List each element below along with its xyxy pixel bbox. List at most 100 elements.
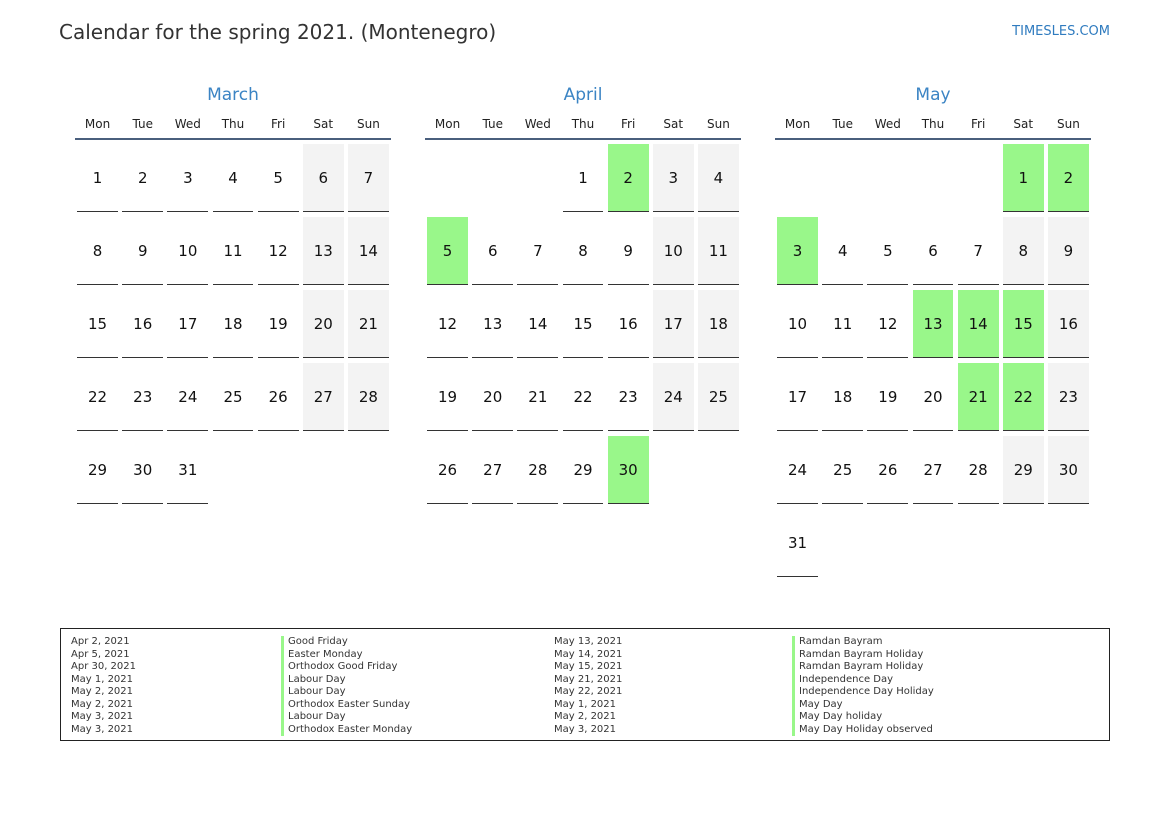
day-cell: 28: [348, 363, 389, 431]
day-cell: 5: [257, 144, 299, 212]
site-link[interactable]: TIMESLES.COM: [1012, 24, 1110, 39]
week-row: 8 9 10 11 12 13 14: [75, 217, 391, 290]
empty-cell: [822, 144, 863, 212]
day-cell: 29: [77, 436, 118, 504]
legend-date: Apr 2, 2021: [71, 636, 130, 647]
day-cell: 3: [167, 144, 209, 212]
day-cell: 18: [822, 363, 864, 431]
day-cell: 1: [562, 144, 604, 212]
empty-cell: [427, 144, 468, 212]
day-cell: 7: [957, 217, 999, 285]
day-cell: 17: [652, 290, 694, 358]
month-grid: 1 2 3 4 5 6 7 8 9 10 11 12 13 14 15 16 17 18 19 20 21 22 23 24 2…: [775, 144, 1091, 582]
day-cell: 30: [1048, 436, 1089, 504]
legend-date: Apr 30, 2021: [71, 661, 137, 672]
day-cell: 20: [302, 290, 344, 358]
legend-holiday-name: Ramdan Bayram: [792, 636, 934, 649]
day-cell: 8: [562, 217, 604, 285]
weekday-label: Tue: [132, 117, 153, 131]
day-cell: 7: [348, 144, 389, 212]
empty-cell: [653, 436, 694, 504]
legend-date: May 1, 2021: [554, 698, 617, 710]
month-calendar-march: March Mon Tue Wed Thu Fri Sat Sun 1 2 3 4 5 6 7 8 9 10 1…: [75, 84, 391, 509]
day-cell: 25: [822, 436, 864, 504]
legend-holiday-name: Independence Day: [792, 673, 934, 686]
legend-dates-right: May 13, 2021 May 14, 2021 May 15, 2021 May …: [554, 636, 622, 736]
holiday-day-cell: 21: [957, 363, 999, 431]
week-row: 17 18 19 20 21 22 23: [775, 363, 1091, 436]
legend-date: May 3, 2021: [554, 723, 617, 735]
empty-cell: [1003, 509, 1044, 577]
holiday-day-cell: 15: [1002, 290, 1044, 358]
legend-date: May 2, 2021: [71, 686, 134, 697]
day-cell: 19: [427, 363, 468, 431]
week-row: 5 6 7 8 9 10 11: [425, 217, 741, 290]
weekday-label: Thu: [571, 117, 595, 131]
week-row: 24 25 26 27 28 29 30: [775, 436, 1091, 509]
empty-cell: [777, 144, 818, 212]
legend-date: May 2, 2021: [554, 711, 617, 722]
holiday-day-cell: 30: [607, 436, 649, 504]
day-cell: 9: [607, 217, 649, 285]
day-cell: 24: [167, 363, 209, 431]
empty-cell: [913, 144, 954, 212]
week-row: 12 13 14 15 16 17 18: [425, 290, 741, 363]
day-cell: 9: [1048, 217, 1089, 285]
week-row: 10 11 12 13 14 15 16: [775, 290, 1091, 363]
day-cell: 19: [867, 363, 909, 431]
holiday-day-cell: 22: [1002, 363, 1044, 431]
day-cell: 13: [472, 290, 514, 358]
holiday-day-cell: 13: [912, 290, 954, 358]
day-cell: 12: [257, 217, 299, 285]
day-cell: 6: [302, 144, 344, 212]
day-cell: 30: [122, 436, 164, 504]
legend-holiday-name: Orthodox Easter Sunday: [281, 698, 412, 711]
day-cell: 11: [822, 290, 864, 358]
empty-cell: [698, 436, 739, 504]
month-calendar-april: April Mon Tue Wed Thu Fri Sat Sun 1 2 3 4 5 6 7 8 9 10 1…: [425, 84, 741, 509]
holiday-legend: Apr 2, 2021 Apr 5, 2021 Apr 30, 2021 May 1,…: [60, 628, 1110, 741]
weekday-label: Sun: [357, 117, 380, 131]
empty-cell: [867, 144, 908, 212]
day-cell: 28: [957, 436, 999, 504]
empty-cell: [213, 436, 254, 504]
legend-holiday-name: May Day Holiday observed: [792, 723, 934, 736]
empty-cell: [472, 144, 513, 212]
weekday-label: Fri: [970, 117, 986, 131]
weekday-label: Tue: [482, 117, 503, 131]
legend-holiday-name: Good Friday: [281, 636, 412, 649]
legend-date: May 15, 2021: [554, 661, 623, 672]
day-cell: 12: [867, 290, 909, 358]
week-row: 15 16 17 18 19 20 21: [75, 290, 391, 363]
day-cell: 27: [912, 436, 954, 504]
month-title: April: [563, 85, 603, 105]
day-cell: 11: [212, 217, 254, 285]
holiday-day-cell: 5: [427, 217, 468, 285]
empty-cell: [958, 144, 999, 212]
weekday-header: Mon Tue Wed Thu Fri Sat Sun: [425, 116, 741, 140]
week-row: 31: [775, 509, 1091, 582]
legend-date: May 22, 2021: [554, 686, 623, 697]
legend-date: Apr 5, 2021: [71, 648, 130, 660]
day-cell: 11: [698, 217, 739, 285]
day-cell: 4: [212, 144, 254, 212]
day-cell: 15: [562, 290, 604, 358]
day-cell: 24: [652, 363, 694, 431]
empty-cell: [517, 144, 558, 212]
day-cell: 3: [652, 144, 694, 212]
week-row: 29 30 31: [75, 436, 391, 509]
day-cell: 10: [652, 217, 694, 285]
day-cell: 17: [777, 363, 818, 431]
day-cell: 23: [122, 363, 164, 431]
day-cell: 21: [348, 290, 389, 358]
day-cell: 18: [698, 290, 739, 358]
empty-cell: [303, 436, 344, 504]
legend-holiday-name: Independence Day Holiday: [792, 686, 934, 699]
day-cell: 26: [427, 436, 468, 504]
day-cell: 18: [212, 290, 254, 358]
weekday-label: Wed: [174, 117, 201, 131]
day-cell: 15: [77, 290, 118, 358]
